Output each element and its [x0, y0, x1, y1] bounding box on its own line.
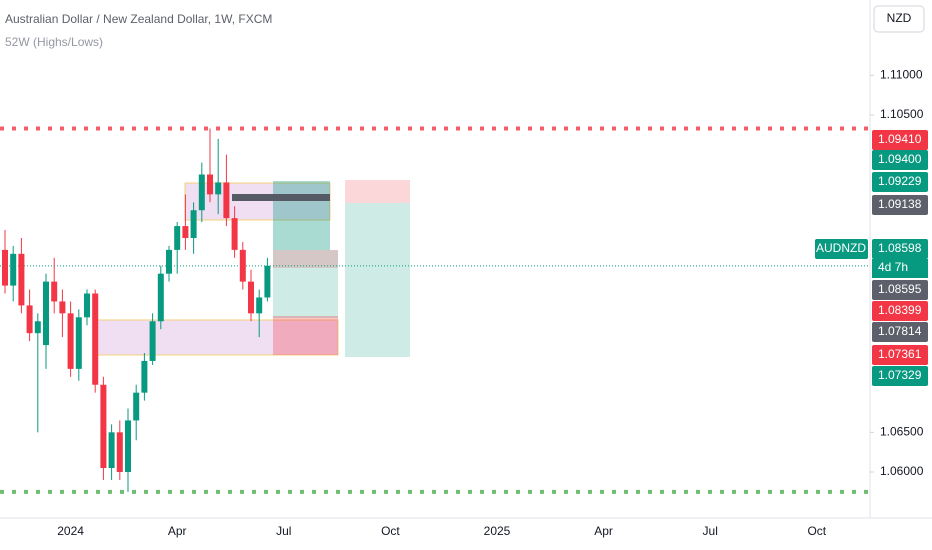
candle-body — [166, 249, 172, 274]
zone-lower — [94, 319, 339, 356]
position-stop — [273, 250, 338, 268]
y-tick-label: 1.06500 — [880, 424, 924, 438]
price-badge — [872, 130, 928, 150]
x-tick-label: Oct — [807, 524, 826, 538]
position-target-2 — [273, 250, 338, 318]
candle-body — [223, 182, 230, 219]
position2-target — [345, 203, 410, 357]
x-tick-label: Jul — [276, 524, 291, 538]
candle-body — [67, 313, 74, 369]
candle-body — [2, 249, 8, 286]
drawings — [94, 180, 410, 357]
candle-body — [51, 281, 58, 302]
candle-body — [248, 281, 254, 314]
candle-body — [207, 174, 213, 195]
candle-body — [84, 293, 90, 318]
price-badge — [872, 150, 928, 170]
price-badge-label: 1.09410 — [878, 132, 922, 146]
y-tick-label: 1.06000 — [880, 464, 924, 478]
candle-body — [92, 293, 99, 385]
candle-body — [231, 218, 238, 250]
y-tick-label: 1.10500 — [880, 107, 924, 121]
price-badge — [872, 366, 928, 386]
candle-body — [149, 321, 156, 361]
price-badge — [872, 345, 928, 365]
x-tick-label: 2025 — [484, 524, 511, 538]
candle-body — [256, 297, 263, 314]
position-target — [273, 181, 330, 250]
price-badge — [872, 280, 928, 300]
price-badge-label: 1.07329 — [878, 368, 922, 382]
candle-body — [108, 432, 115, 469]
candle-body — [116, 432, 123, 472]
candle-body — [100, 384, 107, 469]
candle-body — [157, 273, 164, 322]
price-badge — [872, 172, 928, 192]
candle-body — [264, 265, 271, 298]
position2-stop — [345, 180, 410, 203]
currency-label[interactable]: NZD — [887, 11, 912, 25]
price-badge-label: 1.09400 — [878, 152, 922, 166]
candle-body — [18, 253, 25, 306]
price-badge — [872, 322, 928, 342]
candle-body — [133, 392, 140, 421]
chart-title: Australian Dollar / New Zealand Dollar, … — [5, 12, 272, 26]
candle-body — [190, 210, 197, 238]
candle-body — [10, 253, 17, 286]
candle-body — [26, 305, 33, 334]
candle-body — [182, 226, 189, 238]
candle-body — [125, 420, 131, 472]
price-badge-label: 1.08399 — [878, 303, 922, 317]
symbol-badge — [815, 239, 868, 259]
price-badge-label: 1.09138 — [878, 197, 922, 211]
price-badge — [872, 195, 928, 215]
price-badge-label: 1.09229 — [878, 174, 922, 188]
price-badge-label: 1.08598 — [878, 241, 922, 255]
price-badge-label: 1.07814 — [878, 324, 922, 338]
candle-body — [75, 317, 82, 369]
price-badge-label: 1.07361 — [878, 347, 922, 361]
level-bar — [232, 194, 330, 201]
candle-body — [215, 182, 222, 195]
x-tick-label: Apr — [168, 524, 187, 538]
candle-body — [174, 226, 181, 250]
countdown-badge — [872, 259, 928, 278]
candle-body — [198, 174, 205, 211]
x-tick-label: Oct — [381, 524, 400, 538]
candle-body — [34, 321, 41, 334]
y-tick-label: 1.11000 — [880, 68, 923, 82]
countdown: 4d 7h — [878, 260, 908, 274]
position-stop-2 — [273, 316, 338, 355]
price-badge — [872, 301, 928, 321]
currency-button[interactable] — [873, 5, 925, 33]
indicator-name: 52W (Highs/Lows) — [5, 35, 103, 49]
symbol-label: AUDNZD — [816, 241, 866, 255]
candle-body — [59, 301, 66, 314]
x-tick-label: Apr — [594, 524, 613, 538]
candle-body — [141, 360, 148, 393]
price-badge-label: 1.08595 — [878, 282, 922, 296]
candle-body — [43, 281, 49, 346]
x-tick-label: 2024 — [57, 524, 84, 538]
price-badge — [872, 239, 928, 259]
candle-body — [239, 249, 246, 282]
x-tick-label: Jul — [703, 524, 718, 538]
